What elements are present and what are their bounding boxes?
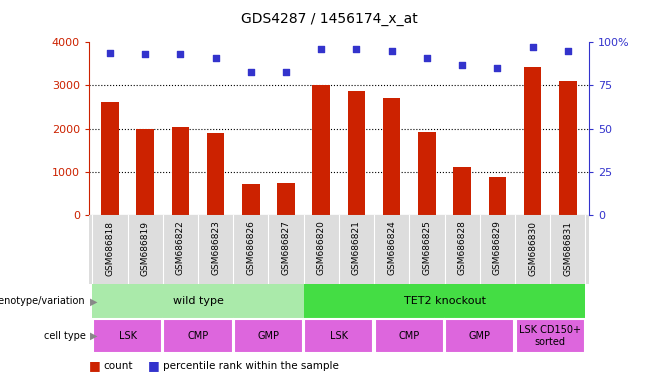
Point <box>316 46 326 52</box>
Point <box>140 51 151 57</box>
Text: GMP: GMP <box>468 331 491 341</box>
Text: GSM686830: GSM686830 <box>528 220 537 276</box>
Bar <box>303 284 586 319</box>
Bar <box>559 81 576 215</box>
Bar <box>375 319 443 353</box>
Text: GSM686822: GSM686822 <box>176 220 185 275</box>
Text: GSM686819: GSM686819 <box>141 220 149 276</box>
Point <box>492 65 503 71</box>
Text: percentile rank within the sample: percentile rank within the sample <box>163 361 338 371</box>
Bar <box>93 319 162 353</box>
Text: ■: ■ <box>148 359 164 372</box>
Bar <box>524 67 542 215</box>
Bar <box>305 319 373 353</box>
Text: GSM686827: GSM686827 <box>282 220 291 275</box>
Text: GSM686824: GSM686824 <box>387 220 396 275</box>
Point <box>105 50 115 56</box>
Text: ■: ■ <box>89 359 105 372</box>
Text: GSM686831: GSM686831 <box>563 220 572 276</box>
Text: LSK: LSK <box>330 331 348 341</box>
Text: genotype/variation: genotype/variation <box>0 296 86 306</box>
Bar <box>516 319 585 353</box>
Bar <box>136 129 154 215</box>
Text: cell type: cell type <box>43 331 86 341</box>
Point <box>175 51 186 57</box>
Text: CMP: CMP <box>399 331 420 341</box>
Text: ▶: ▶ <box>90 296 97 306</box>
Text: GSM686818: GSM686818 <box>105 220 114 276</box>
Point <box>457 61 467 68</box>
Text: GSM686828: GSM686828 <box>457 220 467 275</box>
Bar <box>234 319 303 353</box>
Bar <box>445 319 515 353</box>
Bar <box>101 102 118 215</box>
Text: count: count <box>103 361 133 371</box>
Text: GSM686826: GSM686826 <box>246 220 255 275</box>
Text: ▶: ▶ <box>90 331 97 341</box>
Text: LSK CD150+
sorted: LSK CD150+ sorted <box>519 325 581 347</box>
Text: GSM686820: GSM686820 <box>316 220 326 275</box>
Bar <box>92 284 303 319</box>
Text: TET2 knockout: TET2 knockout <box>403 296 486 306</box>
Point <box>527 44 538 50</box>
Point <box>211 55 221 61</box>
Point <box>563 48 573 54</box>
Text: GSM686821: GSM686821 <box>352 220 361 275</box>
Point <box>386 48 397 54</box>
Point <box>281 68 291 74</box>
Text: LSK: LSK <box>118 331 137 341</box>
Text: GSM686829: GSM686829 <box>493 220 502 275</box>
Bar <box>163 319 232 353</box>
Text: wild type: wild type <box>172 296 224 306</box>
Bar <box>453 167 471 215</box>
Bar <box>418 132 436 215</box>
Bar <box>242 184 260 215</box>
Bar <box>172 127 190 215</box>
Point <box>245 68 256 74</box>
Text: GMP: GMP <box>257 331 280 341</box>
Point <box>422 55 432 61</box>
Bar <box>347 91 365 215</box>
Bar <box>488 177 506 215</box>
Point <box>351 46 362 52</box>
Bar <box>313 85 330 215</box>
Text: GSM686825: GSM686825 <box>422 220 432 275</box>
Bar <box>207 133 224 215</box>
Bar <box>277 183 295 215</box>
Bar <box>383 98 401 215</box>
Text: GSM686823: GSM686823 <box>211 220 220 275</box>
Text: CMP: CMP <box>188 331 209 341</box>
Text: GDS4287 / 1456174_x_at: GDS4287 / 1456174_x_at <box>241 12 417 25</box>
